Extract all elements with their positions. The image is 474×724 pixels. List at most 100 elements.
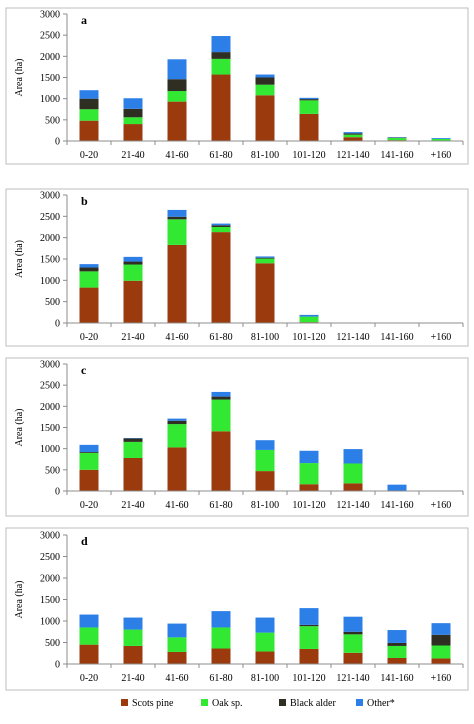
bar-segment-other [255, 617, 275, 633]
bar-segment-other [79, 90, 99, 99]
bar-segment-other [343, 449, 363, 464]
bar-segment-scots-pine [211, 431, 231, 491]
bar-segment-other [431, 623, 451, 635]
bar-segment-oak [343, 634, 363, 653]
bar-segment-oak [211, 227, 231, 233]
y-tick-label: 3000 [40, 10, 60, 21]
bar-segment-other [123, 617, 143, 630]
panel-label: a [81, 13, 87, 27]
bar-segment-other [343, 132, 363, 134]
x-tick-label: 41-60 [165, 150, 188, 161]
bar-segment-other [211, 391, 231, 397]
y-tick-label: 1000 [40, 444, 60, 455]
bar-segment-black-alder [79, 452, 99, 453]
bar-segment-scots-pine [167, 651, 187, 664]
bar-segment-oak [211, 58, 231, 75]
bar-segment-scots-pine [167, 101, 187, 141]
bar-segment-black-alder [299, 99, 319, 101]
y-tick-label: 2000 [40, 402, 60, 413]
x-tick-label: +160 [431, 332, 452, 343]
bar-segment-oak [431, 645, 451, 659]
x-tick-label: 101-120 [292, 332, 325, 343]
bar-segment-other [211, 36, 231, 53]
bar-segment-oak [123, 441, 143, 458]
y-tick-label: 0 [55, 487, 60, 498]
bar-segment-oak [343, 463, 363, 484]
x-tick-label: 141-160 [380, 500, 413, 511]
y-tick-label: 1000 [40, 276, 60, 287]
x-tick-label: 41-60 [165, 500, 188, 511]
y-tick-label: 1500 [40, 255, 60, 266]
bar-segment-black-alder [387, 642, 407, 646]
bar-segment-oak [123, 117, 143, 125]
y-tick-label: 0 [55, 319, 60, 330]
bar-segment-black-alder [343, 631, 363, 635]
x-tick-label: 21-40 [121, 500, 144, 511]
bar-segment-other [123, 98, 143, 109]
y-tick-label: 1000 [40, 617, 60, 628]
y-tick-label: 2000 [40, 233, 60, 244]
y-axis-label: Area (ha) [14, 240, 25, 278]
bar-segment-oak [299, 463, 319, 485]
legend-swatch-oak [201, 699, 208, 706]
bar-segment-other [255, 74, 275, 78]
bar-segment-oak [387, 645, 407, 658]
bar-segment-other [387, 484, 407, 491]
x-tick-label: 81-100 [251, 500, 279, 511]
bar-segment-scots-pine [299, 113, 319, 141]
bar-segment-other [123, 256, 143, 262]
bar-segment-oak [167, 91, 187, 102]
bar-segment-black-alder [123, 261, 143, 265]
legend-label: Other* [367, 698, 395, 709]
y-tick-label: 1500 [40, 73, 60, 84]
bar-segment-scots-pine [79, 287, 99, 323]
y-tick-label: 3000 [40, 531, 60, 542]
y-tick-label: 2000 [40, 574, 60, 585]
y-tick-label: 1500 [40, 595, 60, 606]
bar-segment-scots-pine [387, 657, 407, 664]
x-tick-label: 101-120 [292, 500, 325, 511]
bar-segment-black-alder [211, 52, 231, 59]
panel-label: b [81, 194, 88, 208]
bar-segment-black-alder [167, 216, 187, 220]
panel-frame [5, 527, 469, 691]
legend-label: Black alder [290, 698, 336, 709]
x-tick-label: +160 [431, 673, 452, 684]
x-tick-label: 141-160 [380, 332, 413, 343]
bar-segment-scots-pine [79, 469, 99, 491]
bar-segment-black-alder [299, 624, 319, 627]
x-tick-label: 61-80 [209, 332, 232, 343]
bar-segment-oak [123, 264, 143, 281]
bar-segment-other [167, 623, 187, 638]
bar-segment-other [79, 264, 99, 268]
bar-segment-oak [255, 84, 275, 96]
bar-segment-oak [255, 632, 275, 652]
bar-segment-oak [167, 637, 187, 652]
legend-label: Scots pine [132, 698, 174, 709]
bar-segment-scots-pine [123, 280, 143, 323]
bar-segment-other [299, 314, 319, 317]
bar-segment-oak [79, 627, 99, 645]
x-tick-label: 21-40 [121, 150, 144, 161]
bar-segment-scots-pine [343, 652, 363, 664]
y-tick-label: 1500 [40, 423, 60, 434]
y-axis-label: Area (ha) [14, 580, 25, 618]
legend-label: Oak sp. [212, 698, 243, 709]
x-tick-label: 121-140 [336, 673, 369, 684]
y-tick-label: 500 [45, 638, 60, 649]
bar-segment-oak [167, 424, 187, 448]
bar-segment-black-alder [211, 396, 231, 400]
x-tick-label: 121-140 [336, 150, 369, 161]
bar-segment-oak [79, 271, 99, 288]
bar-segment-scots-pine [255, 263, 275, 323]
x-tick-label: 21-40 [121, 332, 144, 343]
bar-segment-oak [299, 626, 319, 649]
panel-label: c [81, 363, 87, 377]
x-tick-label: 0-20 [80, 673, 98, 684]
bar-segment-scots-pine [299, 484, 319, 491]
y-tick-label: 500 [45, 115, 60, 126]
bar-segment-black-alder [255, 77, 275, 85]
bar-segment-scots-pine [79, 644, 99, 664]
x-tick-label: 0-20 [80, 150, 98, 161]
